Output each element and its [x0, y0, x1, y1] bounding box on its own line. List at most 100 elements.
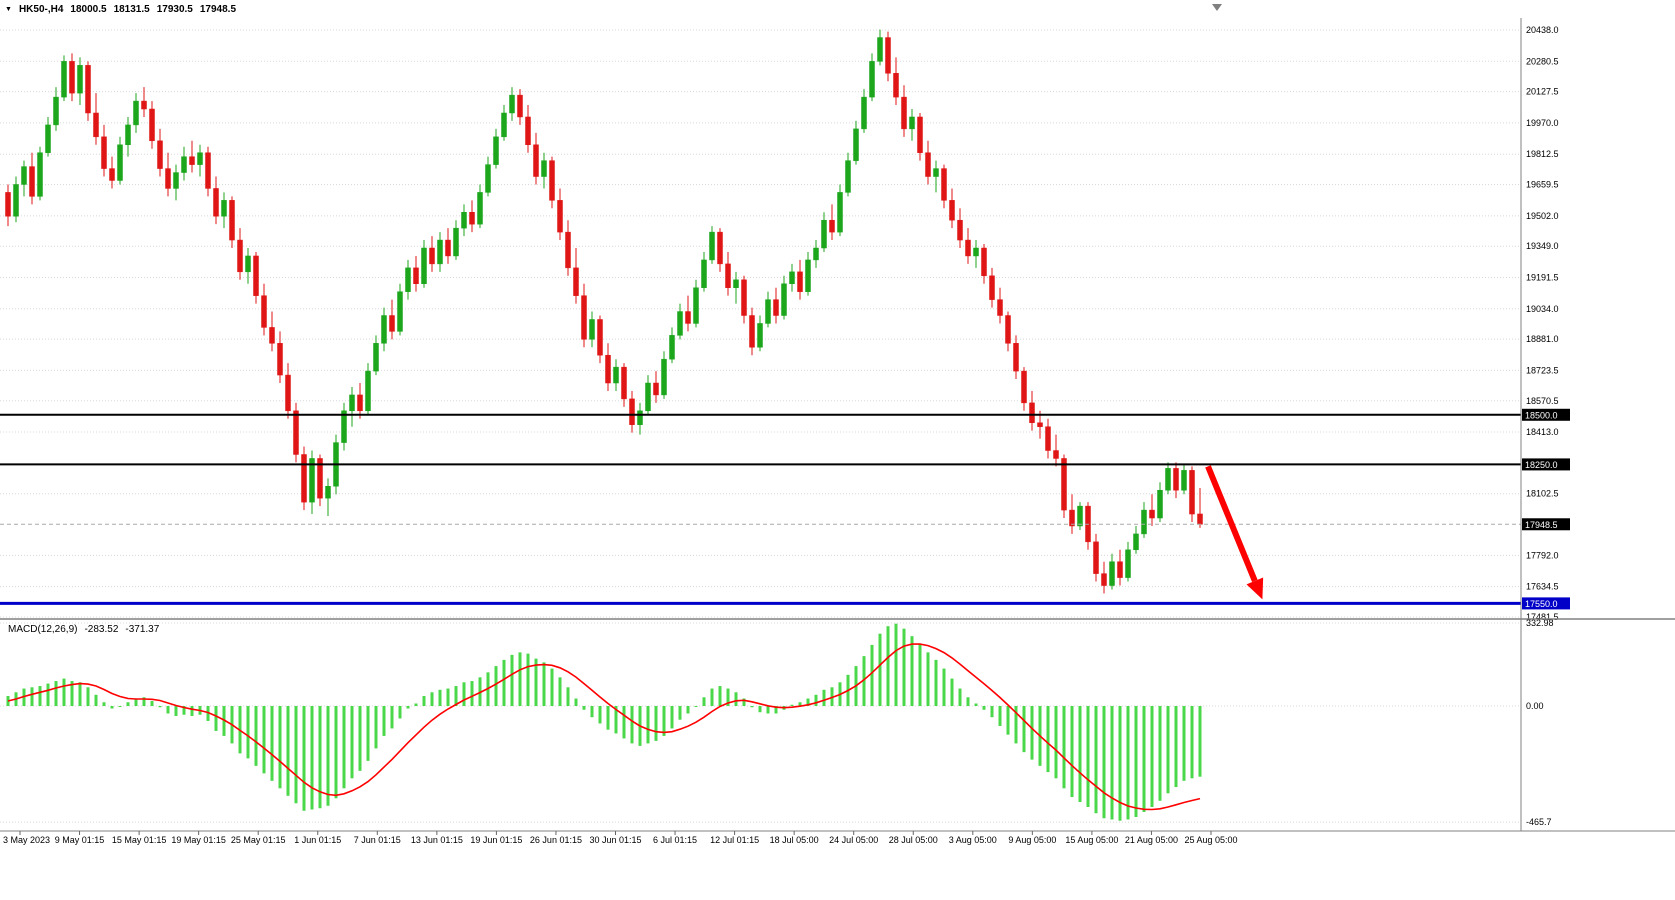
- macd-histogram-bar: [822, 689, 826, 706]
- candle-body: [53, 96, 59, 126]
- candle-body: [173, 172, 179, 189]
- macd-histogram-bar: [934, 659, 938, 706]
- macd-histogram-bar: [702, 697, 706, 706]
- candle-body: [845, 160, 851, 193]
- candle-body: [597, 319, 603, 356]
- macd-histogram-bar: [750, 706, 754, 708]
- macd-histogram-bar: [1166, 706, 1170, 794]
- macd-histogram-bar: [742, 698, 746, 706]
- macd-histogram-bar: [142, 697, 146, 706]
- macd-histogram-bar: [1062, 706, 1066, 789]
- candle-body: [613, 366, 619, 384]
- candle-body: [477, 192, 483, 225]
- macd-histogram-bar: [302, 706, 306, 811]
- candle-body: [301, 454, 307, 503]
- candle-body: [1029, 402, 1035, 423]
- candle-body: [821, 219, 827, 249]
- macd-histogram-bar: [910, 636, 914, 706]
- macd-histogram-bar: [518, 652, 522, 706]
- price-tick-label: 18723.5: [1526, 365, 1559, 375]
- price-tick-label: 20127.5: [1526, 87, 1559, 97]
- time-axis-label: 6 Jul 01:15: [653, 835, 697, 845]
- macd-histogram-bar: [30, 687, 34, 706]
- price-tag-label: 18250.0: [1525, 460, 1558, 470]
- macd-histogram-bar: [46, 683, 50, 706]
- macd-histogram-bar: [558, 677, 562, 706]
- macd-histogram-bar: [1030, 706, 1034, 760]
- macd-histogram-bar: [422, 696, 426, 706]
- candle-body: [701, 259, 707, 288]
- chart-shift-marker[interactable]: [1212, 4, 1222, 11]
- candle-body: [397, 291, 403, 332]
- candle-body: [349, 394, 355, 412]
- macd-histogram-bar: [278, 706, 282, 789]
- candle-body: [773, 299, 779, 316]
- macd-histogram-bar: [470, 681, 474, 706]
- macd-histogram-bar: [582, 706, 586, 710]
- macd-histogram-bar: [774, 706, 778, 714]
- macd-histogram-bar: [310, 706, 314, 810]
- macd-histogram-bar: [598, 706, 602, 724]
- macd-histogram-bar: [606, 706, 610, 730]
- macd-histogram-bar: [102, 702, 106, 706]
- candle-body: [1069, 509, 1075, 527]
- macd-histogram-bar: [622, 706, 626, 739]
- macd-histogram-bar: [350, 706, 354, 779]
- candle-body: [749, 315, 755, 348]
- candle-body: [1093, 541, 1099, 574]
- macd-signal-line: [7, 643, 1201, 811]
- candle-body: [29, 166, 35, 197]
- price-tag: [1522, 408, 1570, 421]
- candle-body: [501, 112, 507, 138]
- macd-histogram-bar: [950, 678, 954, 706]
- macd-histogram-bar: [342, 706, 346, 789]
- candle-body: [797, 271, 803, 292]
- candle-body: [1013, 343, 1019, 372]
- macd-histogram-bar: [214, 706, 218, 731]
- macd-histogram-bar: [646, 706, 650, 744]
- candle-body: [677, 311, 683, 336]
- macd-histogram-bar: [686, 706, 690, 714]
- macd-histogram-bar: [870, 644, 874, 706]
- macd-indicator-label: MACD(12,26,9) -283.52 -371.37: [8, 624, 159, 635]
- macd-histogram-bar: [526, 653, 530, 706]
- macd-histogram-bar: [1086, 706, 1090, 808]
- macd-histogram-bar: [942, 668, 946, 706]
- macd-histogram-bar: [878, 633, 882, 706]
- macd-histogram-bar: [270, 706, 274, 781]
- price-tick-label: 18413.0: [1526, 427, 1559, 437]
- macd-histogram-bar: [1134, 706, 1138, 817]
- candle-body: [981, 247, 987, 277]
- down-arrow-head: [1246, 577, 1264, 600]
- macd-histogram-bar: [542, 662, 546, 706]
- candle-body: [1109, 561, 1115, 586]
- symbol-dropdown-icon[interactable]: ▼: [5, 5, 12, 13]
- price-tick-label: 18102.5: [1526, 489, 1559, 499]
- time-axis-label: 18 Jul 05:00: [770, 835, 819, 845]
- candle-body: [429, 247, 435, 265]
- time-axis-label: 21 Aug 05:00: [1125, 835, 1178, 845]
- macd-histogram-bar: [1126, 706, 1130, 820]
- macd-histogram-bar: [718, 686, 722, 706]
- time-axis-label: 12 Jul 01:15: [710, 835, 759, 845]
- candle-body: [117, 144, 123, 181]
- macd-histogram-bar: [1142, 706, 1146, 812]
- candle-body: [245, 255, 251, 273]
- candle-body: [605, 354, 611, 384]
- macd-histogram-bar: [766, 706, 770, 714]
- macd-histogram-bar: [326, 706, 330, 806]
- macd-histogram-bar: [694, 706, 698, 707]
- candle-body: [85, 65, 91, 114]
- macd-tick-label: 0.00: [1526, 701, 1544, 711]
- candle-body: [213, 188, 219, 217]
- candle-body: [645, 382, 651, 412]
- candle-body: [741, 279, 747, 316]
- candle-body: [733, 279, 739, 288]
- candle-body: [285, 374, 291, 412]
- candle-body: [709, 231, 715, 261]
- macd-histogram-bar: [1190, 706, 1194, 779]
- candle-body: [357, 394, 363, 412]
- macd-histogram-bar: [654, 706, 658, 741]
- macd-histogram-bar: [926, 652, 930, 706]
